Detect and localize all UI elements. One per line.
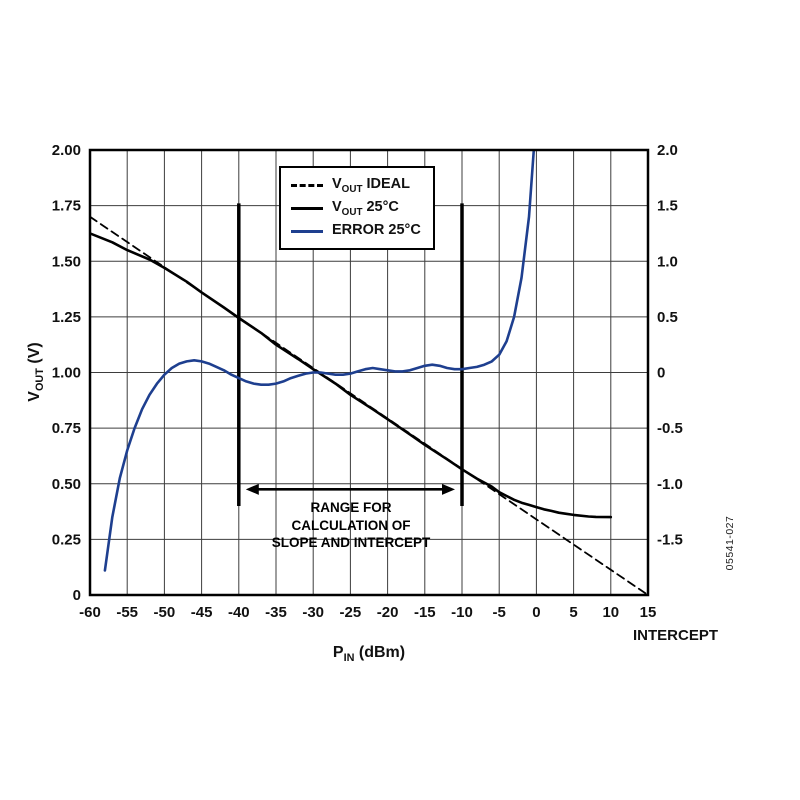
y-left-tick-label: 0	[73, 587, 81, 604]
intercept-label: INTERCEPT	[633, 627, 719, 644]
tick-labels: -60 -55 -50 -45 -40 -35 -30 -25 -20 -15 -10 -5 0 5 10 1…	[52, 142, 683, 621]
legend-item-vout-ideal: VOUT IDEAL	[291, 175, 421, 195]
plot-border	[88, 148, 650, 597]
x-tick-label: 0	[532, 604, 540, 621]
legend-label-vout-25c: VOUT 25°C	[332, 198, 399, 218]
x-tick-label: 5	[569, 604, 577, 621]
x-tick-label: 10	[602, 604, 619, 621]
range-annotation: RANGE FOR CALCULATION OF SLOPE AND INTER…	[240, 499, 462, 552]
x-tick-label: -55	[116, 604, 138, 621]
y-left-tick-label: 0.25	[52, 531, 81, 548]
y-right-tick-label: 0	[657, 365, 665, 382]
x-tick-label: -45	[191, 604, 213, 621]
series-vout-25c	[90, 232, 613, 519]
range-annotation-line1: RANGE FOR	[310, 500, 392, 515]
x-tick-label: -10	[451, 604, 473, 621]
x-tick-label: 15	[640, 604, 657, 621]
legend-label-vout-ideal: VOUT IDEAL	[332, 175, 410, 195]
range-annotation-line3: SLOPE AND INTERCEPT	[271, 535, 431, 550]
y-right-tick-label: 1.5	[657, 198, 678, 215]
range-marker-bars	[237, 203, 464, 506]
x-tick-label: -20	[377, 604, 399, 621]
y-left-tick-label: 0.50	[52, 476, 81, 493]
y-right-tick-label: 1.0	[657, 253, 678, 270]
y-left-tick-label: 1.50	[52, 253, 81, 270]
y-left-tick-label: 2.00	[52, 142, 81, 159]
series-error-25c	[103, 150, 536, 572]
x-tick-label: -5	[493, 604, 506, 621]
blue-line-sample	[291, 229, 323, 233]
x-tick-label: -30	[302, 604, 324, 621]
figure-code: 05541-027	[724, 515, 736, 571]
y-right-tick-label: -1.0	[657, 476, 683, 493]
solid-line-sample	[291, 206, 323, 210]
x-tick-label: -40	[228, 604, 250, 621]
legend-item-error-25c: ERROR 25°C	[291, 221, 421, 241]
y-right-tick-label: 2.0	[657, 142, 678, 159]
y-right-tick-label: -0.5	[657, 420, 683, 437]
x-tick-label: -25	[340, 604, 362, 621]
legend-item-vout-25c: VOUT 25°C	[291, 198, 421, 218]
y-left-tick-label: 1.00	[52, 365, 81, 382]
y-axis-title: VOUT (V)	[25, 342, 47, 402]
dashed-line-sample	[291, 183, 323, 187]
y-left-tick-label: 1.25	[52, 309, 81, 326]
x-tick-label: -50	[154, 604, 176, 621]
x-axis-title: PIN (dBm)	[332, 643, 406, 665]
y-right-tick-label: -1.5	[657, 531, 683, 548]
x-tick-label: -60	[79, 604, 101, 621]
range-annotation-line2: CALCULATION OF	[291, 517, 411, 533]
range-double-arrow	[245, 483, 455, 495]
y-left-tick-label: 1.75	[52, 198, 81, 215]
y-left-tick-label: 0.75	[52, 420, 81, 437]
legend: VOUT IDEAL VOUT 25°C ERROR 25°C	[279, 166, 435, 250]
x-tick-label: -35	[265, 604, 287, 621]
y-right-tick-label: 0.5	[657, 309, 678, 326]
x-tick-label: -15	[414, 604, 436, 621]
legend-label-error-25c: ERROR 25°C	[332, 221, 421, 238]
